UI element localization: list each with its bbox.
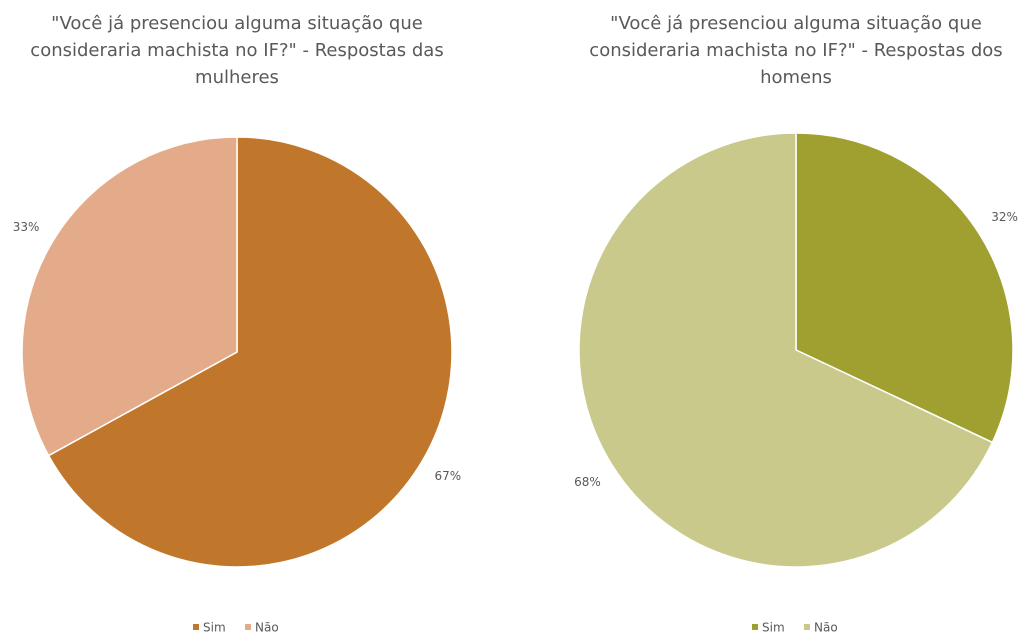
legend-label: Sim bbox=[762, 621, 785, 634]
chart-title: "Você já presenciou alguma situação que … bbox=[30, 13, 444, 88]
pie-slice bbox=[47, 136, 453, 568]
pie-slice bbox=[795, 132, 1014, 444]
chart-title: "Você já presenciou alguma situação que … bbox=[589, 13, 1003, 88]
legend-swatch bbox=[804, 624, 810, 630]
legend-label: Sim bbox=[203, 621, 226, 634]
pie-slice bbox=[21, 136, 238, 457]
data-label: 33% bbox=[13, 220, 40, 234]
data-label: 67% bbox=[435, 469, 462, 483]
pie-slice bbox=[578, 132, 994, 568]
legend-swatch bbox=[193, 624, 199, 630]
data-label: 32% bbox=[991, 210, 1018, 224]
legend-label: Não bbox=[255, 621, 279, 634]
legend-swatch bbox=[752, 624, 758, 630]
legend-label: Não bbox=[814, 621, 838, 634]
data-label: 68% bbox=[574, 475, 601, 489]
legend-swatch bbox=[245, 624, 251, 630]
